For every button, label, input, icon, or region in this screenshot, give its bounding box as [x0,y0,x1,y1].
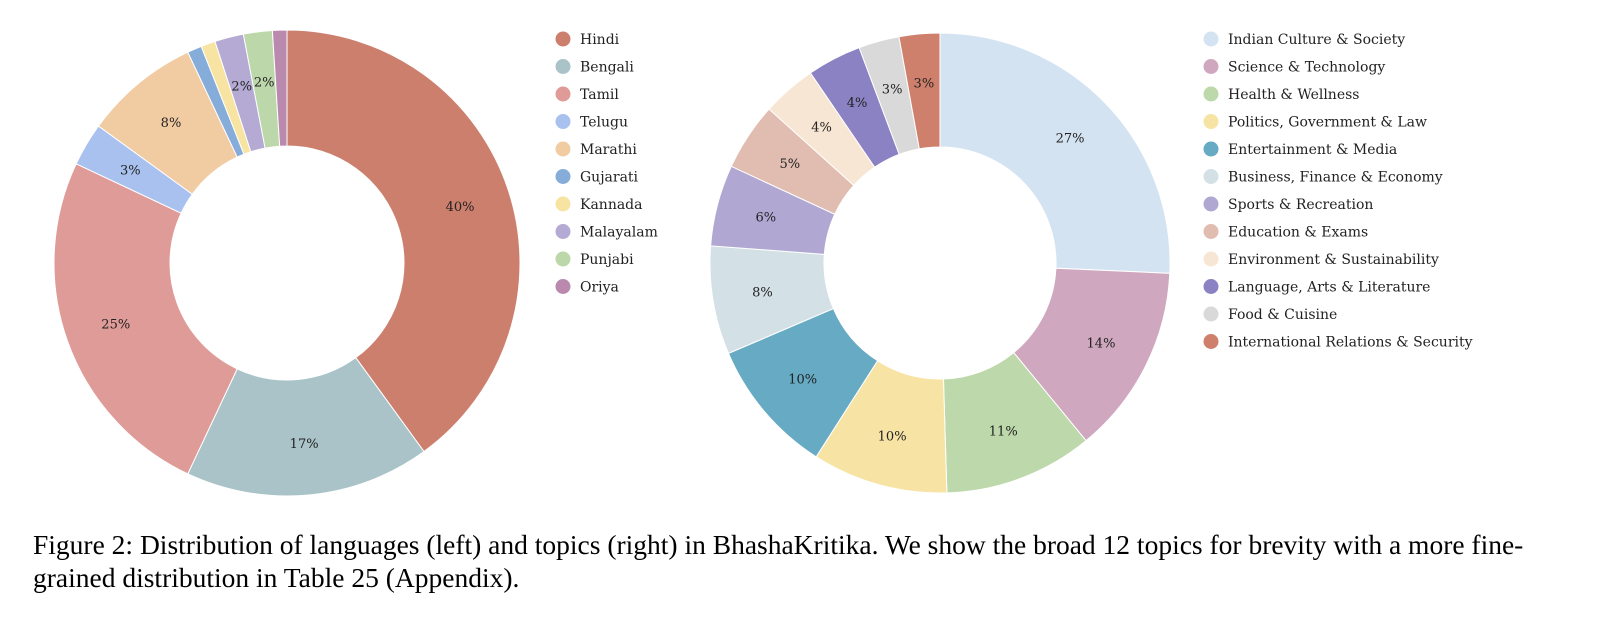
legend-marker-telugu [555,114,571,129]
slice-oriya [271,29,288,147]
slice-label-food-and-cuisine: 3% [882,82,903,97]
legend-label-tamil: Tamil [580,87,619,103]
legend-label-entertainment-and-media: Entertainment & Media [1228,142,1397,158]
slice-label-marathi: 8% [161,116,182,131]
legend-marker-international-relations-and-security [1203,334,1219,349]
slice-label-telugu: 3% [120,163,141,178]
slice-science-and-technology [1012,267,1171,442]
legend-marker-health-and-wellness [1203,86,1219,102]
legend-label-politics-government-and-law: Politics, Government & Law [1228,115,1427,131]
legend-marker-language-arts-and-literature [1203,279,1219,294]
legend-label-indian-culture-and-society: Indian Culture & Society [1228,32,1405,48]
legend-label-telugu: Telugu [580,115,628,131]
legend-label-oriya: Oriya [580,280,619,296]
slice-indian-culture-and-society [939,32,1171,274]
legend-marker-food-and-cuisine [1203,306,1219,322]
legend-marker-education-and-exams [1203,224,1219,239]
slice-label-international-relations-and-security: 3% [914,77,935,92]
legend-marker-gujarati [555,169,571,184]
slice-label-malayalam: 2% [231,80,252,95]
slice-label-punjabi: 2% [254,75,275,90]
legend-marker-business-finance-and-economy [1203,169,1219,184]
legend-label-punjabi: Punjabi [580,252,634,268]
slice-label-health-and-wellness: 11% [989,425,1018,440]
slice-label-science-and-technology: 14% [1087,337,1116,352]
legend-marker-kannada [555,196,571,212]
legend-label-business-finance-and-economy: Business, Finance & Economy [1228,170,1443,186]
slice-label-education-and-exams: 5% [779,157,800,172]
figure-caption: Figure 2: Distribution of languages (lef… [33,529,1524,593]
legend-marker-indian-culture-and-society [1203,31,1219,47]
legend-marker-science-and-technology [1203,59,1219,74]
slice-label-entertainment-and-media: 10% [788,372,817,387]
legend-marker-malayalam [555,224,571,239]
slice-label-politics-government-and-law: 10% [878,430,907,445]
legend-marker-tamil [555,86,571,102]
slice-label-business-finance-and-economy: 8% [752,285,773,300]
legend-label-language-arts-and-literature: Language, Arts & Literature [1228,280,1430,296]
legend-label-bengali: Bengali [580,60,634,76]
languages-donut-chart: 40% 17% 25% 3% 8% 2% 2% Hindi Bengali Tamil Telugu… [53,29,658,497]
legend-label-education-and-exams: Education & Exams [1228,225,1368,241]
legend-label-environment-and-sustainability: Environment & Sustainability [1228,252,1439,268]
legend-marker-bengali [555,59,571,74]
legend-label-hindi: Hindi [580,32,620,48]
legend-marker-marathi [555,141,571,157]
slice-label-hindi: 40% [446,200,475,215]
slice-label-language-arts-and-literature: 4% [847,96,868,111]
slice-tamil [53,163,238,475]
legend-marker-entertainment-and-media [1203,141,1219,157]
slice-hindi [286,29,521,453]
legend-marker-environment-and-sustainability [1203,251,1219,267]
legend-label-international-relations-and-security: International Relations & Security [1228,335,1473,351]
slice-label-sports-and-recreation: 6% [755,211,776,226]
legend-label-gujarati: Gujarati [580,170,639,186]
topics-donut-chart: 27% 14% 11% 10% 10% 8% 6% 5% 4% 4% 3% 3% Indian Cult… [709,31,1473,494]
legend-label-food-and-cuisine: Food & Cuisine [1228,307,1337,323]
legend-label-health-and-wellness: Health & Wellness [1228,87,1359,103]
legend-label-science-and-technology: Science & Technology [1228,60,1385,76]
legend-marker-hindi [555,31,571,47]
slice-international-relations-and-security [898,32,941,150]
slice-bengali [187,356,425,497]
legend-label-malayalam: Malayalam [580,225,658,241]
legend-label-marathi: Marathi [580,142,637,158]
legend-marker-oriya [555,279,571,294]
legend-marker-politics-government-and-law [1203,114,1219,129]
slice-label-tamil: 25% [101,318,130,333]
slice-label-bengali: 17% [290,437,319,452]
slice-label-indian-culture-and-society: 27% [1056,132,1085,147]
legend-marker-sports-and-recreation [1203,196,1219,212]
legend-marker-punjabi [555,251,571,267]
legend-label-kannada: Kannada [580,197,643,213]
legend-label-sports-and-recreation: Sports & Recreation [1228,197,1373,213]
slice-label-environment-and-sustainability: 4% [811,120,832,135]
